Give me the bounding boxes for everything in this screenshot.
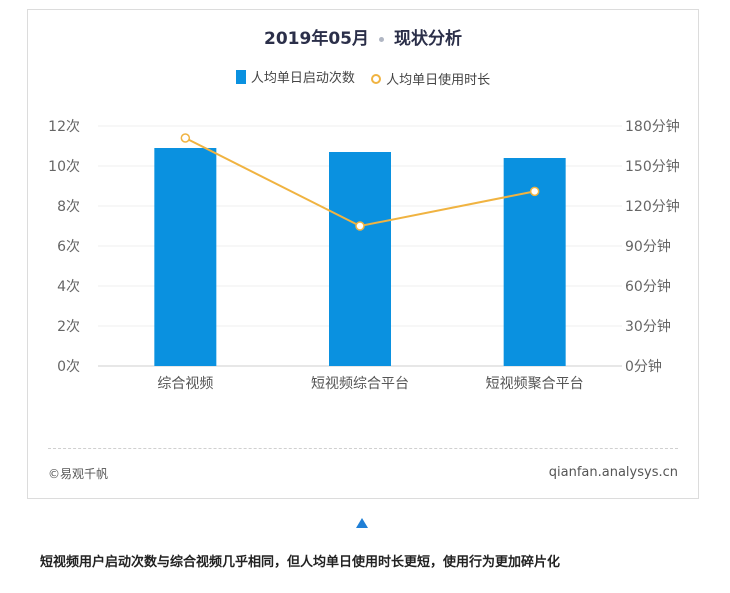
y-right-tick-label: 90分钟 xyxy=(625,238,671,255)
x-tick-label: 短视频综合平台 xyxy=(311,376,409,392)
y-right-tick-label: 180分钟 xyxy=(625,118,680,135)
legend-bar-label: 人均单日启动次数 xyxy=(250,71,355,86)
triangle-icon xyxy=(356,518,368,528)
line-point xyxy=(529,186,540,197)
x-tick-label: 综合视频 xyxy=(157,376,213,392)
y-left-tick-label: 8次 xyxy=(57,199,80,215)
y-right-tick-label: 150分钟 xyxy=(625,158,680,175)
chart-card: 2019年05月 现状分析 人均单日启动次数 人均单日使用时长 0次 0分钟 2次 30… xyxy=(27,9,699,499)
line-point xyxy=(180,133,191,143)
bar xyxy=(329,152,391,366)
y-left-tick-label: 10次 xyxy=(48,159,80,175)
legend-bar-swatch xyxy=(235,69,246,84)
legend-line-label: 人均单日使用时长 xyxy=(386,73,491,88)
caption-text: 短视频用户启动次数与综合视频几乎相同，但人均单日使用时长更短，使用行为更加碎片化 xyxy=(40,555,561,570)
y-left-tick-label: 4次 xyxy=(57,279,80,295)
chart-title-date: 2019年05月 xyxy=(264,29,369,49)
y-right-tick-label: 0分钟 xyxy=(625,358,662,375)
title-separator-dot xyxy=(378,36,384,42)
chart-legend: 人均单日启动次数 人均单日使用时长 xyxy=(28,67,698,88)
legend-item-line: 人均单日使用时长 xyxy=(371,69,490,88)
y-left-tick-label: 2次 xyxy=(57,319,80,335)
chart-subtitle: 现状分析 xyxy=(393,29,462,49)
site-label: qianfan.analysys.cn xyxy=(548,465,678,480)
source-label: ©易观千帆 xyxy=(48,467,109,481)
y-left-tick-label: 0次 xyxy=(57,359,80,375)
chart-plot: 0次 0分钟 2次 30分钟 4次 60分钟 6次 90分钟 8次 120分钟 10次 150分钟 12… xyxy=(48,118,680,392)
bar xyxy=(154,148,217,366)
line-point xyxy=(355,221,365,231)
y-right-tick-label: 30分钟 xyxy=(625,318,671,335)
y-right-tick-label: 60分钟 xyxy=(625,278,671,295)
chart-title: 2019年05月 现状分析 xyxy=(28,24,698,49)
y-right-tick-label: 120分钟 xyxy=(625,198,680,215)
legend-line-swatch xyxy=(371,73,382,84)
footer-divider xyxy=(48,448,678,449)
y-left-tick-label: 6次 xyxy=(57,239,80,255)
y-left-tick-label: 12次 xyxy=(48,119,80,135)
legend-item-bar: 人均单日启动次数 xyxy=(235,67,355,86)
x-tick-label: 短视频聚合平台 xyxy=(486,376,584,392)
